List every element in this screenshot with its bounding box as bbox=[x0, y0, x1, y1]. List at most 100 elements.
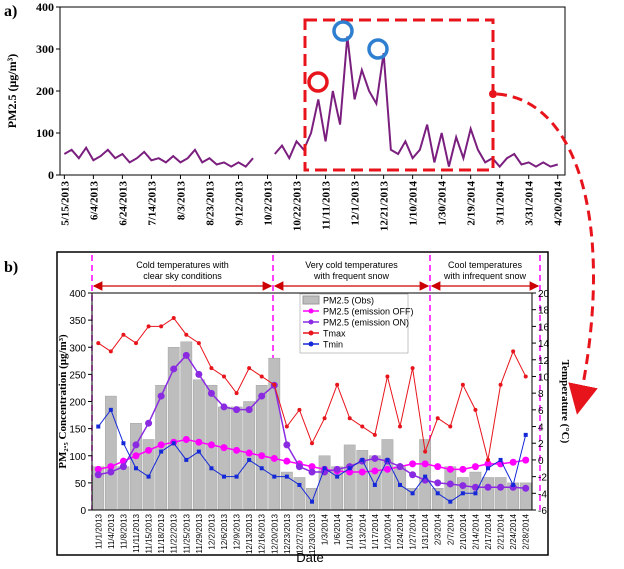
y2-tick-label: 4 bbox=[538, 423, 544, 434]
x-tick-label: 12/20/2013 bbox=[270, 513, 279, 554]
arrow-start bbox=[489, 90, 497, 98]
point bbox=[410, 366, 415, 371]
x-tick-label: 4/20/2014 bbox=[553, 181, 565, 226]
x-tick-label: 1/6/2014 bbox=[333, 513, 342, 545]
point bbox=[134, 341, 138, 346]
y-tick-label: 200 bbox=[36, 84, 54, 98]
y2-tick-label: 14 bbox=[538, 339, 550, 350]
point bbox=[322, 416, 327, 421]
obs-bar bbox=[343, 444, 356, 511]
legend-label: PM2.5 (emission ON) bbox=[323, 318, 409, 328]
x-tick-label: 1/3/2014 bbox=[321, 513, 330, 545]
link-arrow bbox=[496, 92, 598, 415]
point bbox=[121, 441, 126, 446]
point bbox=[222, 474, 226, 479]
point bbox=[410, 491, 415, 496]
y2-tick-label: -4 bbox=[538, 489, 547, 500]
panel-frame bbox=[56, 251, 549, 556]
point bbox=[247, 457, 252, 462]
point bbox=[209, 466, 214, 471]
x-tick-label: 11/8/2013 bbox=[119, 513, 128, 549]
y2-tick-label: 8 bbox=[538, 389, 544, 400]
y2-tick-label: -2 bbox=[538, 473, 547, 484]
x-tick-label: 12/16/2013 bbox=[258, 513, 267, 554]
point bbox=[333, 465, 341, 473]
panel-label: b) bbox=[4, 259, 18, 276]
y2-axis-title: Temperature (°C) bbox=[559, 360, 571, 444]
point bbox=[486, 457, 490, 462]
x-tick-label: 7/14/2013 bbox=[146, 181, 158, 226]
x-tick-label: 2/14/2014 bbox=[471, 513, 480, 549]
obs-bar bbox=[218, 406, 230, 511]
obs-bar bbox=[394, 466, 406, 511]
highlights bbox=[303, 18, 598, 415]
y2-tick-label: 10 bbox=[538, 372, 550, 383]
point bbox=[159, 324, 164, 329]
y-tick-label: 400 bbox=[36, 0, 54, 14]
point bbox=[171, 316, 176, 321]
point bbox=[347, 416, 352, 421]
x-tick-label: 1/27/2014 bbox=[409, 513, 418, 549]
y-tick-label: 400 bbox=[69, 289, 86, 300]
period-annotation: with frequent snow bbox=[313, 271, 390, 281]
point bbox=[295, 463, 303, 471]
point bbox=[182, 435, 190, 443]
point bbox=[308, 468, 316, 476]
point bbox=[132, 441, 140, 449]
point bbox=[511, 482, 516, 487]
y2-tick-label: 18 bbox=[538, 306, 550, 317]
x-tick-label: 11/29/2013 bbox=[195, 513, 204, 553]
point bbox=[423, 449, 428, 454]
point bbox=[446, 480, 454, 488]
x-tick-label: 2/21/2014 bbox=[497, 513, 506, 549]
x-tick-label: 3/31/2014 bbox=[524, 181, 536, 226]
y-tick-label: 100 bbox=[36, 126, 54, 140]
point bbox=[335, 474, 340, 479]
point bbox=[385, 457, 390, 462]
point bbox=[486, 466, 490, 471]
point bbox=[209, 366, 214, 371]
x-tick-label: 2/7/2014 bbox=[446, 513, 455, 545]
obs-bar bbox=[381, 439, 394, 511]
point bbox=[409, 460, 417, 468]
x-tick-label: 3/11/2014 bbox=[495, 181, 507, 226]
point bbox=[398, 482, 402, 487]
point bbox=[335, 382, 340, 387]
point bbox=[497, 460, 505, 468]
y-tick-label: 50 bbox=[75, 479, 87, 490]
x-tick-label: 12/23/2013 bbox=[283, 513, 292, 554]
point bbox=[270, 454, 278, 462]
point bbox=[146, 474, 151, 479]
point bbox=[523, 432, 528, 437]
point bbox=[233, 406, 241, 414]
point bbox=[96, 341, 101, 346]
y2-tick-label: 16 bbox=[538, 322, 550, 333]
point bbox=[145, 446, 153, 454]
point bbox=[473, 407, 478, 412]
point bbox=[222, 374, 226, 379]
x-tick-label: 11/1/2013 bbox=[94, 513, 103, 549]
point bbox=[119, 463, 127, 471]
x-tick-label: 10/2/2013 bbox=[263, 181, 275, 226]
point bbox=[509, 458, 517, 466]
x-tick-label: 2/10/2014 bbox=[459, 513, 468, 549]
point bbox=[245, 406, 253, 414]
x-tick-label: 12/1/2013 bbox=[350, 181, 362, 226]
point bbox=[107, 468, 115, 476]
y-tick-label: 300 bbox=[36, 42, 54, 56]
point bbox=[498, 382, 503, 387]
x-tick-label: 12/2/2013 bbox=[207, 513, 216, 549]
y-tick-label: 0 bbox=[80, 506, 86, 517]
legend-swatch bbox=[308, 341, 314, 347]
obs-bar bbox=[255, 385, 268, 511]
x-tick-label: 8/23/2013 bbox=[204, 181, 216, 226]
point bbox=[258, 452, 266, 460]
obs-bar bbox=[117, 466, 130, 511]
point bbox=[409, 471, 417, 479]
point bbox=[207, 441, 215, 449]
obs-bar bbox=[369, 455, 381, 511]
x-tick-label: 12/21/2013 bbox=[379, 181, 391, 232]
point bbox=[159, 449, 164, 454]
obs-bar bbox=[469, 471, 482, 511]
